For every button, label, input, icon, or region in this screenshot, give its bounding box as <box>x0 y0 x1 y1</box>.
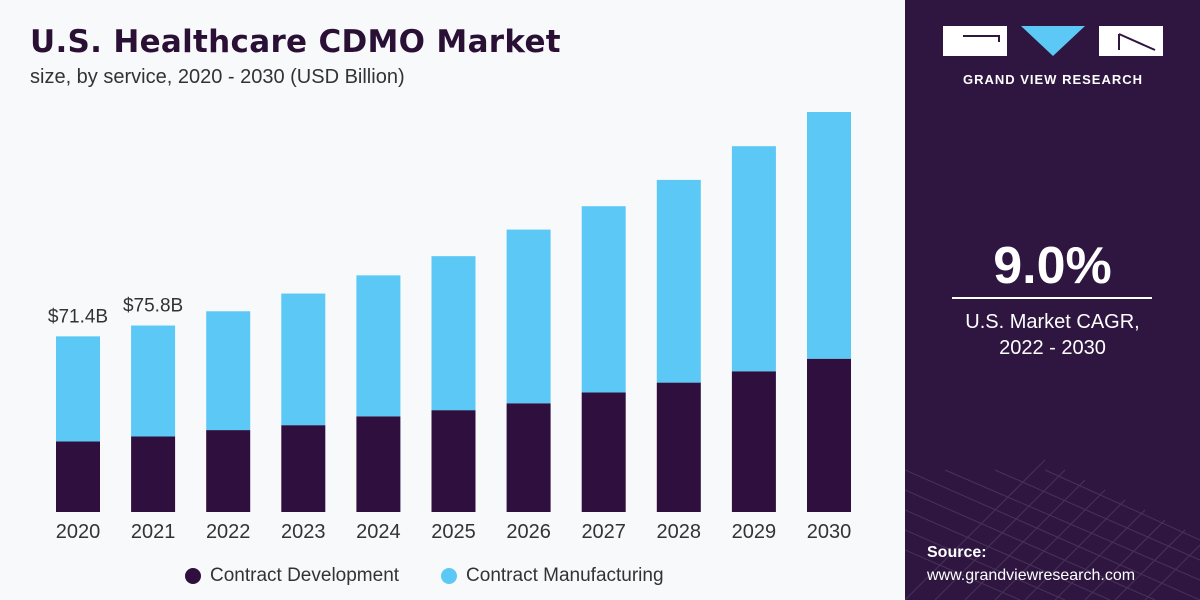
bar-contract-development-2025 <box>431 410 476 512</box>
sidebar-panel: GRAND VIEW RESEARCH 9.0% U.S. Market CAG… <box>905 0 1200 600</box>
bar-contract-manufacturing-2027 <box>581 206 626 393</box>
x-tick-label-2024: 2024 <box>356 521 401 543</box>
x-tick-label-2030: 2030 <box>807 521 852 543</box>
bar-contract-development-2030 <box>807 358 851 512</box>
chart-title: U.S. Healthcare CDMO Market <box>30 24 561 60</box>
bar-contract-manufacturing-2023 <box>281 293 326 426</box>
bar-contract-manufacturing-2021 <box>131 325 176 437</box>
bar-contract-manufacturing-2024 <box>356 275 401 417</box>
cagr-value: 9.0% <box>993 237 1112 295</box>
x-tick-label-2027: 2027 <box>581 521 626 543</box>
bar-contract-manufacturing-2030 <box>807 112 851 359</box>
legend-swatch-contract-development <box>185 568 201 584</box>
legend-item-contract-development: Contract Development <box>185 565 399 587</box>
chart-subtitle: size, by service, 2020 - 2030 (USD Billi… <box>30 66 405 88</box>
bar-contract-development-2028 <box>656 382 701 512</box>
legend-label-contract-development: Contract Development <box>210 565 400 586</box>
bar-contract-development-2024 <box>356 416 401 512</box>
x-tick-label-2023: 2023 <box>281 521 326 543</box>
bar-contract-manufacturing-2028 <box>656 179 701 383</box>
chart-panel: U.S. Healthcare CDMO Market size, by ser… <box>30 24 852 587</box>
x-tick-label-2026: 2026 <box>506 521 551 543</box>
cagr-label-line1: U.S. Market CAGR, <box>965 311 1140 333</box>
data-label-2021: $75.8B <box>123 296 183 317</box>
x-tick-label-2022: 2022 <box>206 521 251 543</box>
x-tick-label-2028: 2028 <box>657 521 702 543</box>
bar-contract-manufacturing-2020 <box>56 336 100 442</box>
bar-contract-manufacturing-2025 <box>431 256 476 411</box>
brand-name: GRAND VIEW RESEARCH <box>962 72 1144 87</box>
bar-contract-development-2021 <box>131 436 176 512</box>
grand-view-research-logo-icon <box>943 26 1163 56</box>
cagr-divider <box>952 297 1152 299</box>
cagr-label-line2: 2022 - 2030 <box>999 337 1106 359</box>
bar-contract-manufacturing-2029 <box>731 146 776 372</box>
bar-contract-manufacturing-2026 <box>506 229 551 404</box>
x-tick-label-2029: 2029 <box>732 521 777 543</box>
legend-label-contract-manufacturing: Contract Manufacturing <box>466 565 664 586</box>
bar-contract-development-2029 <box>731 371 776 512</box>
source-heading: Source: <box>927 544 987 561</box>
bar-contract-manufacturing-2022 <box>206 311 251 431</box>
stacked-bar-chart: 2020 2021 2022 2023 2024 2025 2026 2027 2028 2029… <box>48 112 852 543</box>
bar-contract-development-2022 <box>206 430 251 512</box>
cagr-label: U.S. Market CAGR, 2022 - 2030 <box>905 309 1200 361</box>
source-url[interactable]: www.grandviewresearch.com <box>927 567 1136 584</box>
chart-legend: Contract Development Contract Manufactur… <box>185 565 706 587</box>
x-tick-label-2020: 2020 <box>56 521 101 543</box>
decorative-grid-background <box>905 459 1200 600</box>
bar-contract-development-2027 <box>581 392 626 512</box>
x-tick-label-2025: 2025 <box>431 521 476 543</box>
data-label-2020: $71.4B <box>48 306 108 327</box>
bar-contract-development-2020 <box>56 441 100 512</box>
legend-swatch-contract-manufacturing <box>441 568 458 584</box>
bar-contract-development-2023 <box>281 425 326 512</box>
x-tick-label-2021: 2021 <box>131 521 176 543</box>
legend-item-contract-manufacturing: Contract Manufacturing <box>441 565 664 587</box>
bar-contract-development-2026 <box>506 403 551 512</box>
